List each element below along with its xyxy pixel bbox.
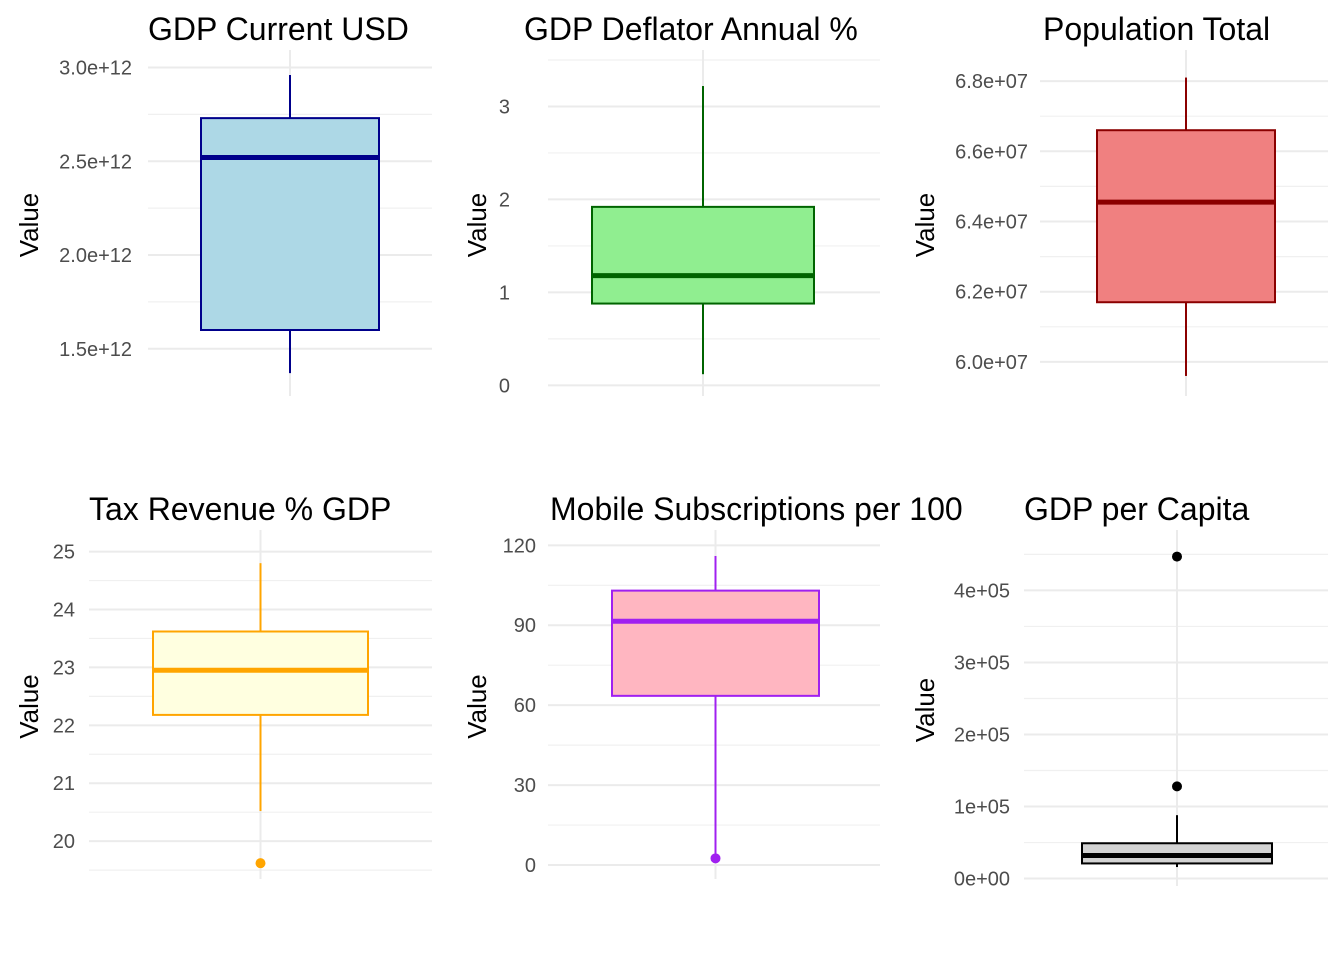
y-tick-label: 3: [499, 96, 510, 118]
boxplot-panel-6: 0e+00 1e+05 2e+05 3e+05 4e+05 GDP per Capita V…: [910, 491, 1328, 891]
iqr-box: [152, 630, 369, 716]
panel-title: GDP Deflator Annual %: [524, 11, 858, 47]
y-tick-label: 2e+05: [954, 724, 1010, 746]
y-axis-label: Value: [910, 678, 940, 743]
outlier-point: [1172, 781, 1182, 792]
y-tick-label: 4e+05: [954, 580, 1010, 602]
iqr-box: [611, 589, 820, 697]
y-tick-label: 24: [53, 599, 75, 621]
y-tick-label: 3.0e+12: [59, 58, 132, 80]
y-tick-label: 23: [53, 657, 75, 679]
y-axis-label: Value: [14, 193, 44, 258]
y-tick-label: 1.5e+12: [59, 339, 132, 361]
y-tick-label: 2: [499, 189, 510, 211]
y-tick-label: 25: [53, 542, 75, 564]
y-tick-label: 90: [514, 615, 536, 637]
y-tick-label: 3e+05: [954, 652, 1010, 674]
y-tick-label: 22: [53, 715, 75, 737]
boxplot-panel-3: 6.0e+07 6.2e+07 6.4e+07 6.6e+07 6.8e+07 Popul…: [910, 11, 1328, 396]
boxplot-panel-4: 20 21 22 23 24 25 Tax Revenue % GDP Value: [14, 491, 432, 879]
panel-title: GDP Current USD: [148, 11, 409, 47]
y-axis-label: Value: [14, 674, 44, 739]
y-tick-label: 0e+00: [954, 869, 1010, 891]
boxplot-panel-2: 0 1 2 3 GDP Deflator Annual % Value: [462, 11, 880, 397]
outlier-point: [710, 853, 721, 864]
y-tick-label: 0: [499, 375, 510, 397]
y-tick-label: 2.5e+12: [59, 151, 132, 173]
y-tick-label: 1e+05: [954, 797, 1010, 819]
y-tick-label: 6.2e+07: [955, 282, 1028, 304]
outlier-point: [255, 858, 266, 869]
boxplot-panel-5: 0 30 60 90 120 Mobile Subscriptions per 100 Va…: [462, 491, 963, 879]
y-tick-label: 6.0e+07: [955, 352, 1028, 374]
outlier-point: [1172, 551, 1182, 562]
iqr-box: [591, 205, 815, 305]
panel-title: Tax Revenue % GDP: [89, 491, 391, 527]
boxplot-panel-1: 1.5e+12 2.0e+12 2.5e+12 3.0e+12 GDP Current …: [14, 11, 432, 396]
panel-title: Population Total: [1043, 11, 1270, 47]
y-tick-label: 21: [53, 773, 75, 795]
iqr-box: [1096, 129, 1276, 304]
panel-title: Mobile Subscriptions per 100: [550, 491, 963, 527]
y-tick-label: 120: [503, 535, 536, 557]
y-tick-label: 0: [525, 855, 536, 877]
y-axis-label: Value: [462, 193, 492, 258]
y-axis-label: Value: [910, 193, 940, 258]
y-tick-label: 20: [53, 831, 75, 853]
y-tick-label: 30: [514, 775, 536, 797]
y-tick-label: 60: [514, 695, 536, 717]
y-tick-label: 6.6e+07: [955, 141, 1028, 163]
y-tick-label: 2.0e+12: [59, 245, 132, 267]
y-tick-label: 6.4e+07: [955, 211, 1028, 233]
y-axis-label: Value: [462, 674, 492, 739]
y-tick-label: 6.8e+07: [955, 71, 1028, 93]
panel-title: GDP per Capita: [1024, 491, 1250, 527]
y-tick-label: 1: [499, 282, 510, 304]
iqr-box: [200, 117, 380, 331]
